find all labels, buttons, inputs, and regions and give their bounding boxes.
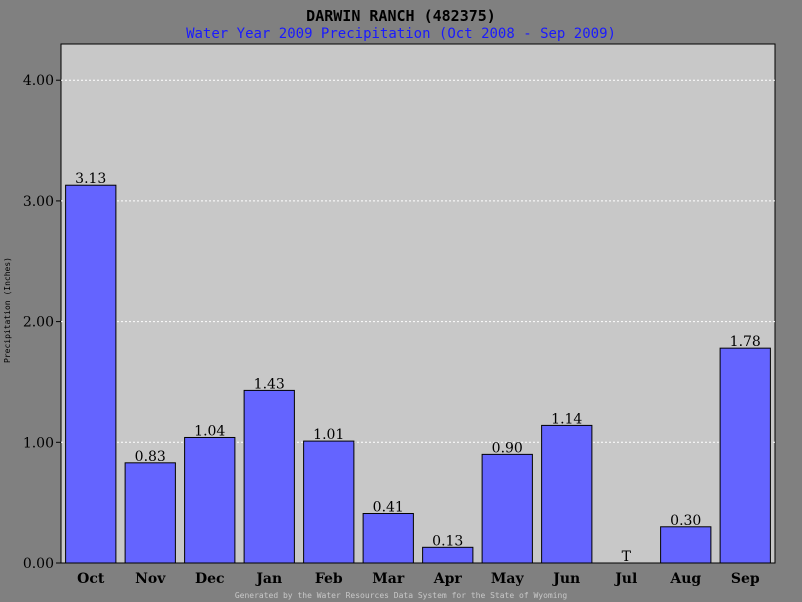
data-label-mar: 0.41 bbox=[373, 500, 404, 516]
x-tick-label-mar: Mar bbox=[372, 571, 405, 587]
y-tick-label-0: 0.00 bbox=[23, 556, 54, 572]
data-label-dec: 1.04 bbox=[194, 423, 225, 439]
bar-feb bbox=[303, 440, 355, 564]
bar-jan bbox=[243, 389, 295, 564]
data-label-apr: 0.13 bbox=[432, 533, 463, 549]
data-label-may: 0.90 bbox=[492, 440, 523, 456]
data-label-aug: 0.30 bbox=[670, 513, 701, 529]
y-tick-label-1: 1.00 bbox=[23, 435, 54, 451]
grid-layer bbox=[61, 79, 775, 443]
bar-apr bbox=[422, 546, 474, 564]
x-tick-label-jun: Jun bbox=[551, 571, 580, 587]
y-tick-layer: 0.00 1.00 2.00 3.00 4.00 bbox=[23, 73, 61, 572]
x-tick-label-apr: Apr bbox=[433, 571, 463, 587]
bar-aug bbox=[660, 526, 712, 564]
footer-credit: Generated by the Water Resources Data Sy… bbox=[235, 591, 568, 600]
data-label-jan: 1.43 bbox=[254, 376, 285, 392]
x-tick-label-feb: Feb bbox=[315, 571, 343, 587]
bar-dec bbox=[184, 436, 236, 564]
data-label-oct: 3.13 bbox=[75, 171, 106, 187]
bar-nov bbox=[124, 462, 176, 564]
bar-may bbox=[481, 453, 533, 564]
chart-title: DARWIN RANCH (482375) bbox=[306, 7, 496, 25]
plot-area bbox=[60, 43, 776, 564]
x-tick-label-nov: Nov bbox=[135, 571, 166, 587]
x-tick-layer: Oct Nov Dec Jan Feb Mar Apr May Jun Jul Aug Sep bbox=[77, 571, 760, 587]
x-tick-label-sep: Sep bbox=[731, 571, 760, 587]
x-tick-label-oct: Oct bbox=[77, 571, 105, 587]
data-label-jul: T bbox=[622, 549, 632, 565]
data-label-jun: 1.14 bbox=[551, 411, 582, 427]
bar-oct bbox=[65, 184, 117, 564]
y-tick-label-4: 4.00 bbox=[23, 73, 54, 89]
data-label-nov: 0.83 bbox=[135, 449, 166, 465]
bar-mar bbox=[362, 513, 414, 564]
bar-sep bbox=[719, 347, 771, 564]
chart-subtitle: Water Year 2009 Precipitation (Oct 2008 … bbox=[186, 26, 616, 42]
data-label-feb: 1.01 bbox=[313, 427, 344, 443]
x-tick-label-jul: Jul bbox=[613, 571, 637, 587]
label-layer: 3.13 0.83 1.04 1.43 1.01 0.41 0.13 0.90 1.14 T 0.3… bbox=[75, 171, 761, 565]
y-axis-label: Precipitation (Inches) bbox=[3, 257, 12, 363]
y-tick-label-2: 2.00 bbox=[23, 315, 54, 331]
bar-jun bbox=[541, 424, 593, 564]
x-tick-label-aug: Aug bbox=[669, 571, 701, 587]
data-label-sep: 1.78 bbox=[730, 334, 761, 350]
x-tick-label-jan: Jan bbox=[254, 571, 282, 587]
y-tick-label-3: 3.00 bbox=[23, 194, 54, 210]
x-tick-label-dec: Dec bbox=[195, 571, 225, 587]
x-tick-label-may: May bbox=[491, 571, 525, 587]
bar-layer bbox=[65, 184, 771, 564]
